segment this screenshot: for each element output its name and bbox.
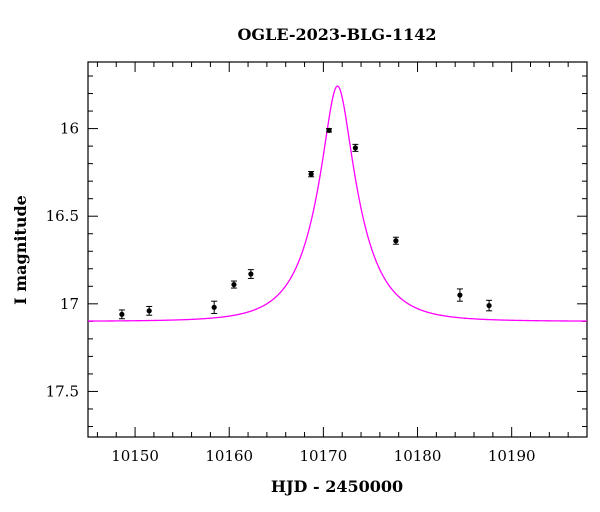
- y-tick-label: 17: [60, 295, 79, 313]
- chart-title: OGLE-2023-BLG-1142: [237, 25, 436, 44]
- data-point: [146, 308, 152, 314]
- y-axis-label: I magnitude: [11, 195, 30, 305]
- x-tick-label: 10160: [205, 447, 253, 465]
- data-point: [393, 238, 399, 244]
- plot-area: 10150 10160 10170 10180 10190 16 16.5 17 17.5: [46, 61, 588, 465]
- data-point: [457, 292, 463, 298]
- x-tick-label: 10170: [300, 447, 348, 465]
- y-tick-label: 16.5: [46, 207, 79, 225]
- data-point: [231, 281, 237, 288]
- x-tick-label: 10190: [488, 447, 536, 465]
- data-point: [119, 311, 125, 317]
- data-point: [248, 271, 254, 277]
- model-curve: [88, 85, 587, 322]
- data-point: [352, 145, 358, 151]
- data-point: [486, 302, 492, 309]
- x-axis-label: HJD - 2450000: [271, 477, 403, 496]
- x-tick-label: 10180: [394, 447, 442, 465]
- data-point: [308, 171, 314, 177]
- y-tick-label: 16: [60, 120, 79, 138]
- plot-frame: [87, 61, 588, 438]
- data-point: [211, 304, 217, 310]
- data-point: [326, 127, 332, 133]
- y-tick-label: 17.5: [46, 382, 79, 400]
- x-tick-label: 10150: [111, 447, 159, 465]
